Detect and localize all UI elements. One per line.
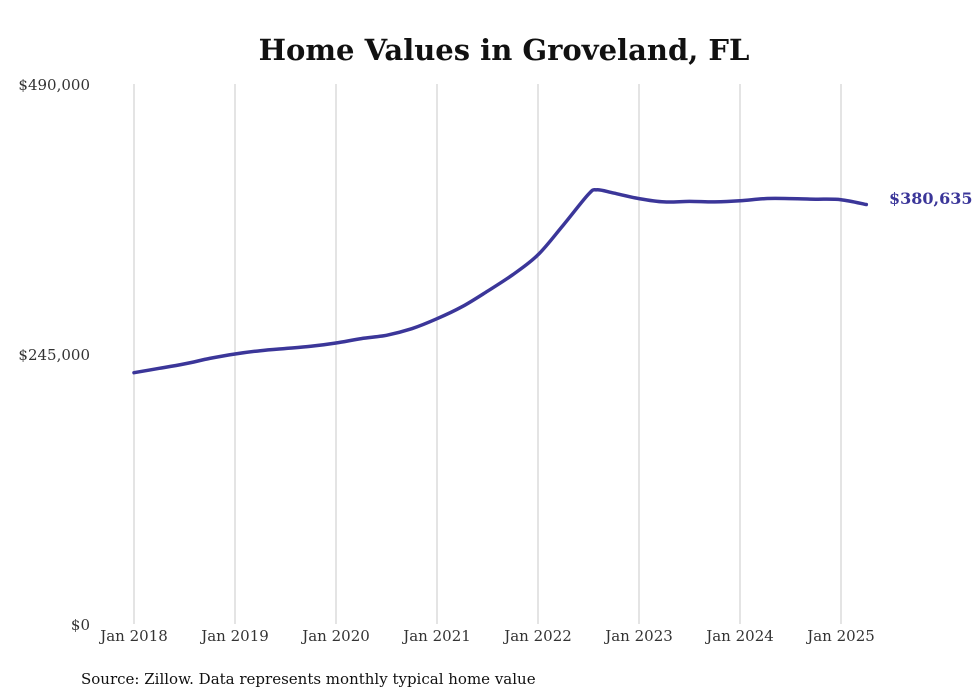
data-point [359, 337, 363, 341]
data-point [561, 223, 565, 227]
source-note: Source: Zillow. Data represents monthly … [81, 670, 536, 688]
end-value-label: $380,635 [889, 189, 973, 208]
y-tick-label: $0 [71, 616, 90, 634]
y-tick-label: $245,000 [18, 346, 90, 364]
data-point [511, 273, 515, 277]
x-tick-label: Jan 2024 [704, 627, 774, 645]
x-tick-label: Jan 2019 [199, 627, 269, 645]
data-point [208, 356, 212, 360]
data-point [334, 341, 338, 345]
data-point [662, 200, 666, 204]
x-tick-label: Jan 2022 [502, 627, 572, 645]
data-point [410, 327, 414, 331]
data-point [738, 199, 742, 203]
data-point [637, 197, 641, 201]
data-point [763, 197, 767, 201]
data-point [460, 305, 464, 309]
x-axis-labels: Jan 2018 Jan 2019 Jan 2020 Jan 2021 Jan 2022… [98, 627, 875, 645]
chart-title: Home Values in Groveland, FL [259, 33, 750, 67]
data-point [789, 197, 793, 201]
data-point [839, 198, 843, 202]
data-point [864, 203, 868, 207]
y-axis-labels: $0 $245,000 $490,000 [18, 76, 90, 634]
x-tick-label: Jan 2023 [603, 627, 673, 645]
data-point [536, 253, 540, 257]
x-tick-label: Jan 2021 [401, 627, 471, 645]
data-point [309, 344, 313, 348]
x-tick-label: Jan 2020 [300, 627, 370, 645]
data-point [587, 192, 591, 196]
data-point [595, 188, 599, 192]
data-point [486, 289, 490, 293]
x-grid [133, 84, 842, 624]
data-point [688, 199, 692, 203]
x-tick-label: Jan 2025 [805, 627, 875, 645]
data-point [258, 349, 262, 353]
data-point [183, 362, 187, 366]
data-point [612, 191, 616, 195]
data-point [435, 317, 439, 321]
data-point [284, 346, 288, 350]
data-point [132, 371, 136, 375]
data-point [233, 352, 237, 356]
y-tick-label: $490,000 [18, 76, 90, 94]
data-point [385, 333, 389, 337]
data-point [157, 366, 161, 370]
x-tick-label: Jan 2018 [98, 627, 168, 645]
data-point [814, 197, 818, 201]
series-line-home-value [132, 187, 869, 375]
data-point [713, 200, 717, 204]
